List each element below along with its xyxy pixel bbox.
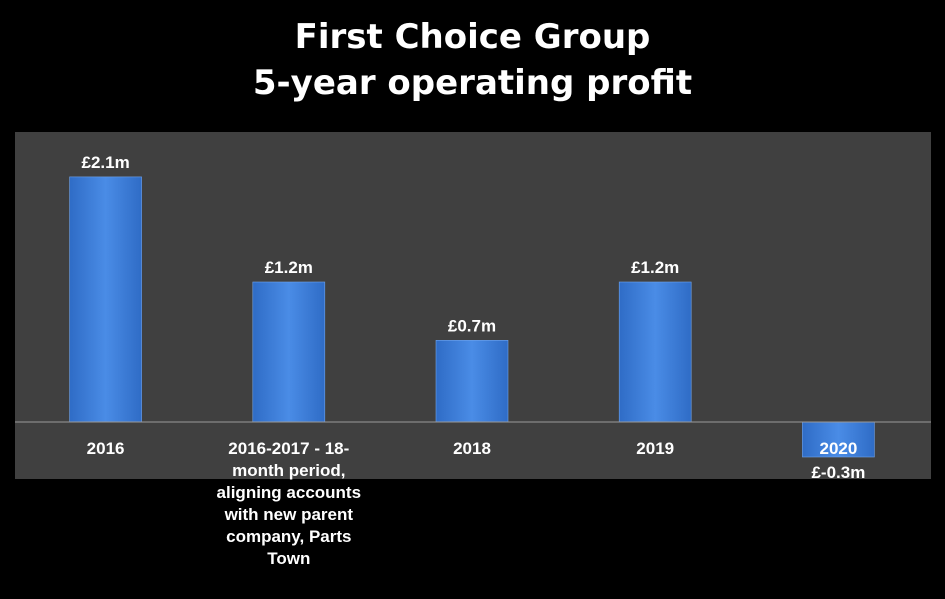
data-label: £1.2m [631, 258, 679, 277]
x-tick-label: 2016-2017 - 18- [228, 439, 349, 458]
plot-area [15, 132, 931, 479]
x-tick-label: 2018 [453, 439, 491, 458]
x-tick-label: 2019 [636, 439, 674, 458]
bar-2016 [69, 176, 142, 423]
x-tick-label: company, Parts [226, 527, 351, 546]
data-label: £0.7m [448, 316, 496, 335]
x-tick-label: 2016 [87, 439, 125, 458]
chart-title-line-2: 5-year operating profit [252, 63, 693, 103]
chart-title-line-1: First Choice Group [294, 17, 651, 57]
bar-2018 [435, 339, 509, 423]
data-label: £2.1m [81, 153, 129, 172]
bars-group [69, 176, 875, 458]
bar-2016-2017 [252, 281, 326, 423]
chart-title: First Choice Group 5-year operating prof… [0, 14, 945, 106]
data-label: £-0.3m [811, 463, 865, 482]
data-label: £1.2m [265, 258, 313, 277]
x-tick-label: with new parent [224, 505, 354, 524]
bar-2019 [618, 281, 692, 423]
labels-group: £2.1m 2016 £1.2m 2016-2017 - 18- month perio… [81, 153, 865, 568]
x-tick-label: 2020 [819, 439, 857, 458]
x-tick-label: Town [267, 549, 310, 568]
x-tick-label: month period, [232, 461, 345, 480]
bar-2020 [802, 421, 875, 458]
x-tick-label: aligning accounts [217, 483, 362, 502]
